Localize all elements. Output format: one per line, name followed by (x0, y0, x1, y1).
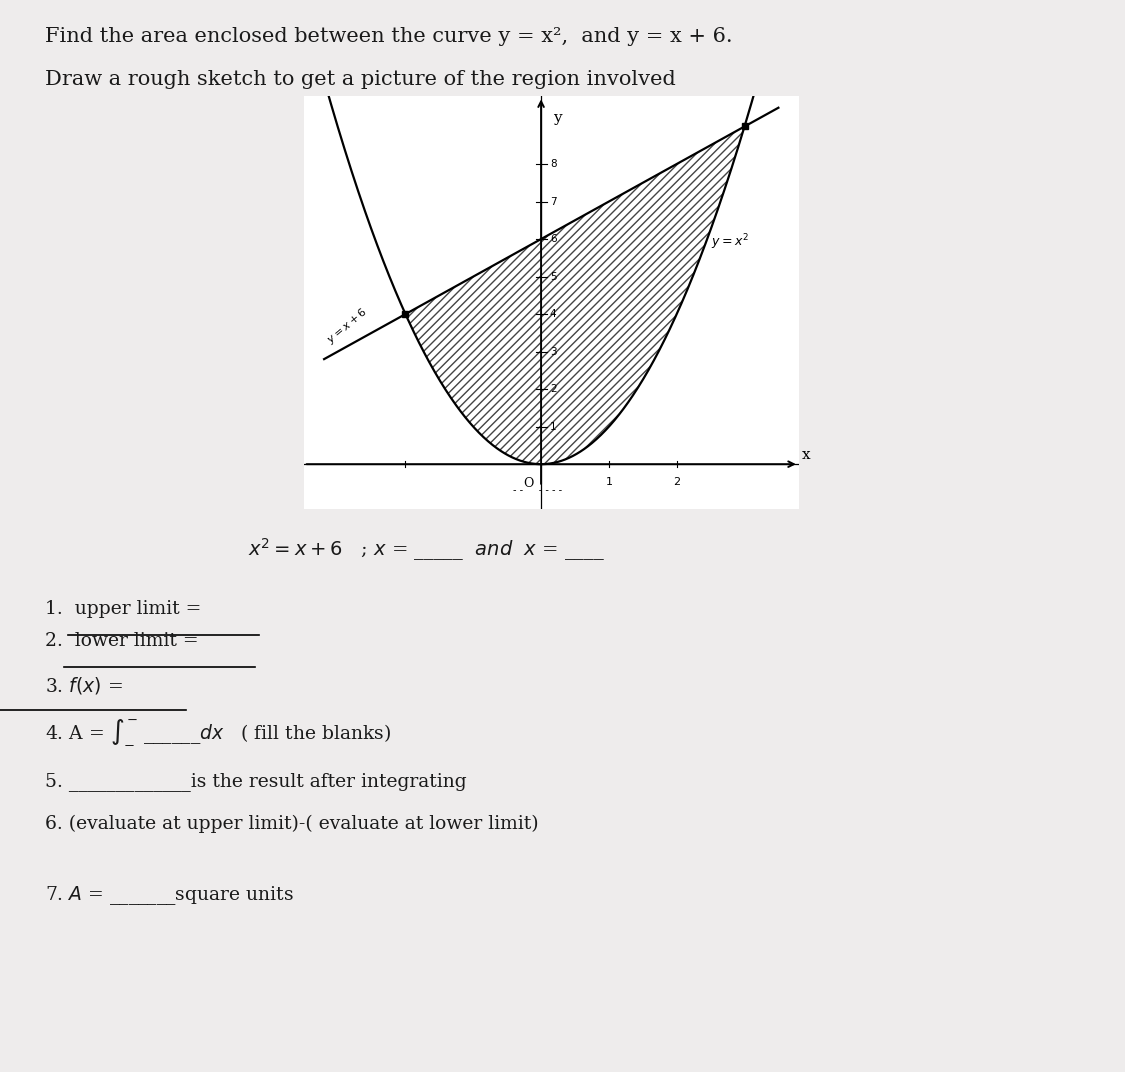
Text: $y = x + 6$: $y = x + 6$ (324, 304, 371, 347)
Text: x: x (802, 448, 811, 462)
Text: Draw a rough sketch to get a picture of the region involved: Draw a rough sketch to get a picture of … (45, 70, 676, 89)
Text: - -     - - - -: - - - - - - (513, 485, 562, 495)
Text: 6: 6 (550, 234, 557, 244)
Text: 3: 3 (550, 346, 557, 357)
Text: 2: 2 (550, 384, 557, 394)
Text: y: y (554, 111, 561, 125)
Text: 4. A = $\int_{-}^{-}$ ______$dx$   ( fill the blanks): 4. A = $\int_{-}^{-}$ ______$dx$ ( fill … (45, 718, 392, 745)
Text: 1: 1 (605, 477, 612, 488)
Text: O: O (523, 477, 534, 490)
Text: 1.  upper limit =: 1. upper limit = (45, 600, 207, 619)
Text: 5: 5 (550, 271, 557, 282)
Text: 5. _____________is the result after integrating: 5. _____________is the result after inte… (45, 772, 467, 791)
Text: Find the area enclosed between the curve y = x²,  and y = x + 6.: Find the area enclosed between the curve… (45, 27, 732, 46)
Text: 8: 8 (550, 159, 557, 169)
Text: 2: 2 (673, 477, 681, 488)
Text: 7: 7 (550, 196, 557, 207)
Text: $x^2 = x + 6$   ; $x$ = _____  $and$  $x$ = ____: $x^2 = x + 6$ ; $x$ = _____ $and$ $x$ = … (248, 536, 604, 563)
Text: 2.  lower limit =: 2. lower limit = (45, 632, 199, 651)
Text: 1: 1 (550, 421, 557, 432)
Text: 3. $f(x)$ =: 3. $f(x)$ = (45, 675, 125, 697)
Text: $y = x^2$: $y = x^2$ (711, 233, 748, 252)
Text: 6. (evaluate at upper limit)-( evaluate at lower limit): 6. (evaluate at upper limit)-( evaluate … (45, 815, 539, 833)
Text: 7. $A$ = _______square units: 7. $A$ = _______square units (45, 884, 294, 907)
Text: 4: 4 (550, 309, 557, 319)
